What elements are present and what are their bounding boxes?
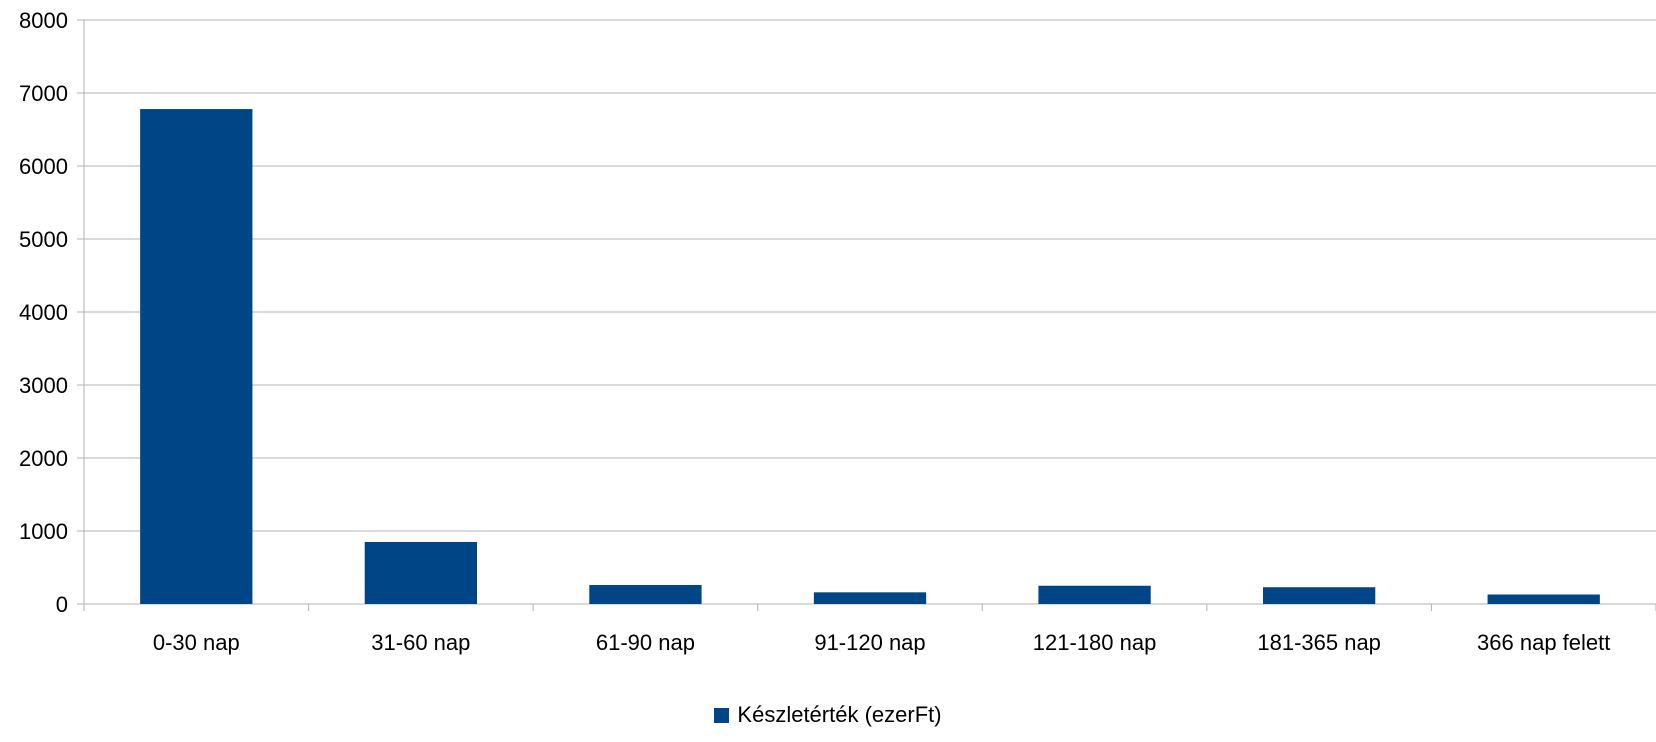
x-tick-label: 121-180 nap <box>1033 630 1157 655</box>
y-tick-label: 1000 <box>19 519 68 544</box>
y-tick-label: 7000 <box>19 81 68 106</box>
x-tick-label: 31-60 nap <box>371 630 470 655</box>
bar <box>1263 587 1376 604</box>
bar-chart: 0 1000 2000 3000 4000 5000 6000 7000 8000 0-30 na… <box>19 8 1656 655</box>
x-tick-label: 0-30 nap <box>153 630 240 655</box>
y-tick-label: 0 <box>56 592 68 617</box>
bar <box>589 585 702 604</box>
y-tick-label: 3000 <box>19 373 68 398</box>
y-tick-label: 6000 <box>19 154 68 179</box>
legend-label: Készletérték (ezerFt) <box>737 702 942 727</box>
y-tick-label: 8000 <box>19 8 68 33</box>
bar <box>813 592 927 604</box>
legend-swatch <box>714 707 730 723</box>
y-tick-label: 4000 <box>19 300 68 325</box>
bar <box>364 541 477 604</box>
y-tick-label: 5000 <box>19 227 68 252</box>
x-tick-label: 91-120 nap <box>814 630 925 655</box>
x-tick-label: 181-365 nap <box>1257 630 1381 655</box>
legend: Készletérték (ezerFt) <box>0 700 1656 730</box>
x-tick-label: 61-90 nap <box>596 630 695 655</box>
bar <box>140 109 253 604</box>
x-tick-label: 366 nap felett <box>1477 630 1610 655</box>
bar <box>1487 594 1600 604</box>
y-tick-label: 2000 <box>19 446 68 471</box>
bar <box>1038 585 1151 604</box>
